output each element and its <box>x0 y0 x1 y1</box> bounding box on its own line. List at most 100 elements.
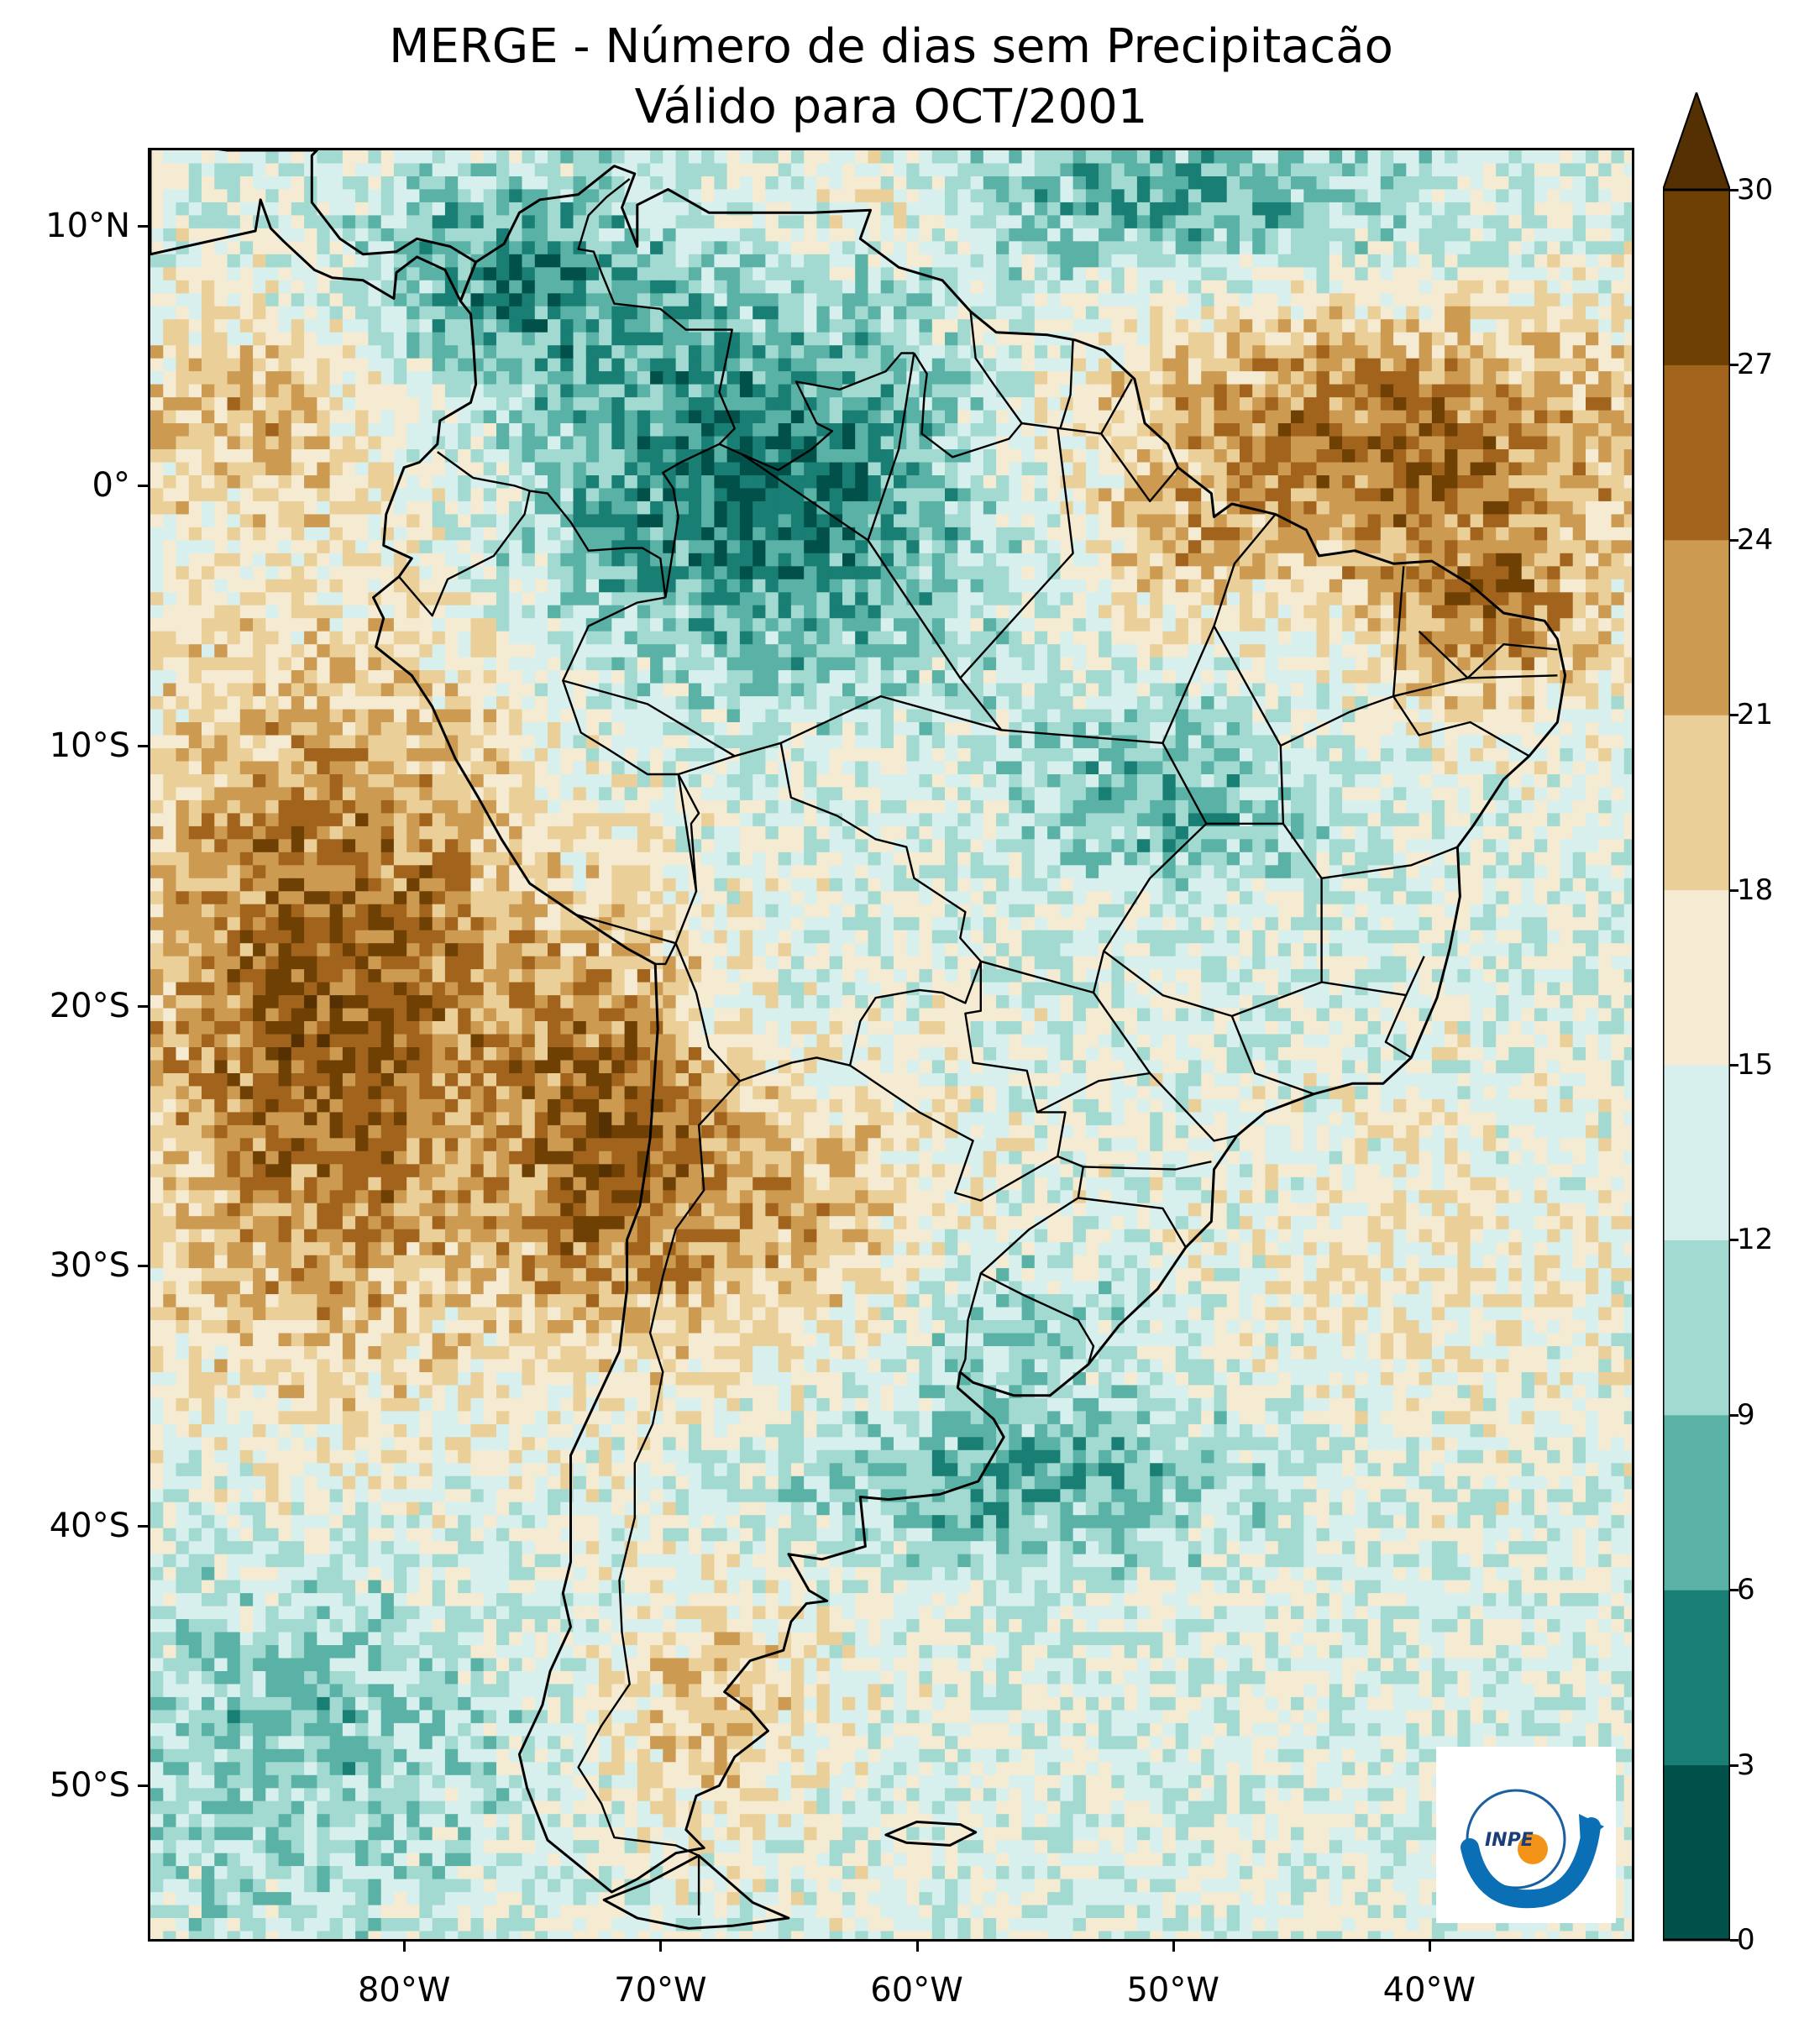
political-border <box>1392 677 1468 698</box>
political-border <box>1078 1197 1187 1249</box>
political-border <box>959 1272 982 1373</box>
political-border <box>562 596 698 944</box>
colorbar-segment <box>1663 889 1730 1066</box>
coastline-and-borders <box>150 150 1567 1930</box>
inpe-logo: INPE <box>1436 1747 1616 1923</box>
political-border <box>959 428 1074 679</box>
colorbar-tick-label: 9 <box>1737 1397 1755 1432</box>
colorbar-extend-arrow <box>1663 92 1730 191</box>
lat-tick-label: 10°N <box>45 206 130 245</box>
colorbar-segment <box>1663 1590 1730 1766</box>
political-border <box>1093 992 1238 1142</box>
political-border <box>575 913 677 966</box>
colorbar-tick-mark <box>1730 714 1738 717</box>
political-border <box>437 451 667 598</box>
lat-tick-label: 10°S <box>49 726 130 765</box>
central-america-coastline <box>150 150 478 302</box>
lon-tick-label: 80°W <box>357 1971 451 2010</box>
lon-tick-label: 40°W <box>1382 1971 1476 2010</box>
logo-text: INPE <box>1485 1830 1534 1851</box>
map-title-line2: Válido para OCT/2001 <box>634 80 1148 134</box>
colorbar-tick-mark <box>1730 1589 1738 1592</box>
colorbar-tick-mark <box>1730 1413 1738 1417</box>
political-border <box>562 679 736 757</box>
political-border <box>1206 625 1285 825</box>
lat-tick-mark <box>138 1785 148 1788</box>
political-border <box>849 961 1067 1202</box>
colorbar-tick-label: 0 <box>1737 1923 1755 1957</box>
map-title-line1: MERGE - Número de dias sem Precipitacão <box>389 19 1393 74</box>
colorbar-segment <box>1663 715 1730 891</box>
logo-orange-dot <box>1518 1834 1548 1864</box>
political-border <box>1280 566 1405 747</box>
colorbar-tick-mark <box>1730 364 1738 367</box>
political-border <box>1083 1161 1212 1171</box>
colorbar-segment <box>1663 539 1730 715</box>
political-border <box>577 178 736 598</box>
political-border <box>398 490 531 617</box>
political-border <box>867 353 915 541</box>
political-border <box>1466 643 1558 679</box>
political-border <box>913 311 1023 459</box>
lat-tick-mark <box>138 1524 148 1528</box>
political-border <box>1162 513 1277 744</box>
colorbar-tick-label: 6 <box>1737 1573 1755 1607</box>
falkland-islands-coastline <box>884 1821 978 1847</box>
colorbar-tick-mark <box>1730 189 1738 191</box>
colorbar-tick-label: 12 <box>1737 1223 1774 1257</box>
lat-tick-mark <box>138 1004 148 1008</box>
precipitation-map <box>150 150 1632 1939</box>
colorbar-segment <box>1663 1240 1730 1416</box>
political-border <box>1021 339 1074 430</box>
political-border <box>1036 1072 1151 1114</box>
lon-tick-label: 50°W <box>1126 1971 1219 2010</box>
lat-tick-mark <box>138 485 148 488</box>
colorbar-tick-mark <box>1730 538 1738 542</box>
colorbar-tick-mark <box>1730 1064 1738 1067</box>
political-border <box>577 1080 741 1857</box>
political-border <box>677 773 700 892</box>
political-border <box>1282 823 1458 879</box>
political-border <box>674 742 982 1082</box>
colorbar-tick-mark <box>1730 888 1738 892</box>
lon-tick-label: 70°W <box>614 1971 707 2010</box>
map-panel <box>148 148 1634 1942</box>
lat-tick-label: 30°S <box>49 1246 130 1286</box>
political-border <box>979 1155 1095 1365</box>
lat-tick-label: 0° <box>92 466 130 506</box>
lon-tick-label: 60°W <box>870 1971 963 2010</box>
colorbar <box>1663 92 1730 1942</box>
political-border <box>719 352 915 471</box>
lat-tick-label: 40°S <box>49 1506 130 1545</box>
colorbar-segment <box>1663 1414 1730 1591</box>
tierra-del-fuego-coastline <box>602 1854 790 1930</box>
colorbar-tick-label: 27 <box>1737 348 1774 382</box>
lat-tick-label: 20°S <box>49 986 130 1025</box>
colorbar-tick-label: 15 <box>1737 1048 1774 1082</box>
colorbar-tick-mark <box>1730 1764 1738 1767</box>
colorbar-tick-label: 18 <box>1737 873 1774 907</box>
lon-tick-mark <box>915 1942 919 1952</box>
lon-tick-mark <box>1172 1942 1175 1952</box>
colorbar-tick-mark <box>1730 1239 1738 1242</box>
political-border <box>742 453 1003 744</box>
political-border <box>1384 994 1413 1059</box>
colorbar-segment <box>1663 1065 1730 1240</box>
lat-tick-mark <box>138 745 148 747</box>
lat-tick-mark <box>138 224 148 228</box>
colorbar-tick-label: 3 <box>1737 1748 1755 1782</box>
south-america-coastline <box>372 165 1567 1894</box>
lon-tick-mark <box>659 1942 663 1952</box>
political-border <box>1230 1015 1314 1095</box>
political-border <box>1100 432 1179 503</box>
colorbar-segment <box>1663 1764 1730 1941</box>
colorbar-tick-label: 30 <box>1737 173 1774 207</box>
lat-tick-mark <box>138 1265 148 1268</box>
colorbar-segment <box>1663 364 1730 541</box>
colorbar-tick-label: 24 <box>1737 522 1774 557</box>
colorbar-tick-label: 21 <box>1737 698 1774 732</box>
colorbar-segment <box>1663 190 1730 365</box>
lat-tick-label: 50°S <box>49 1766 130 1806</box>
colorbar-tick-mark <box>1730 1939 1738 1942</box>
dry-days-field <box>150 150 1632 1939</box>
